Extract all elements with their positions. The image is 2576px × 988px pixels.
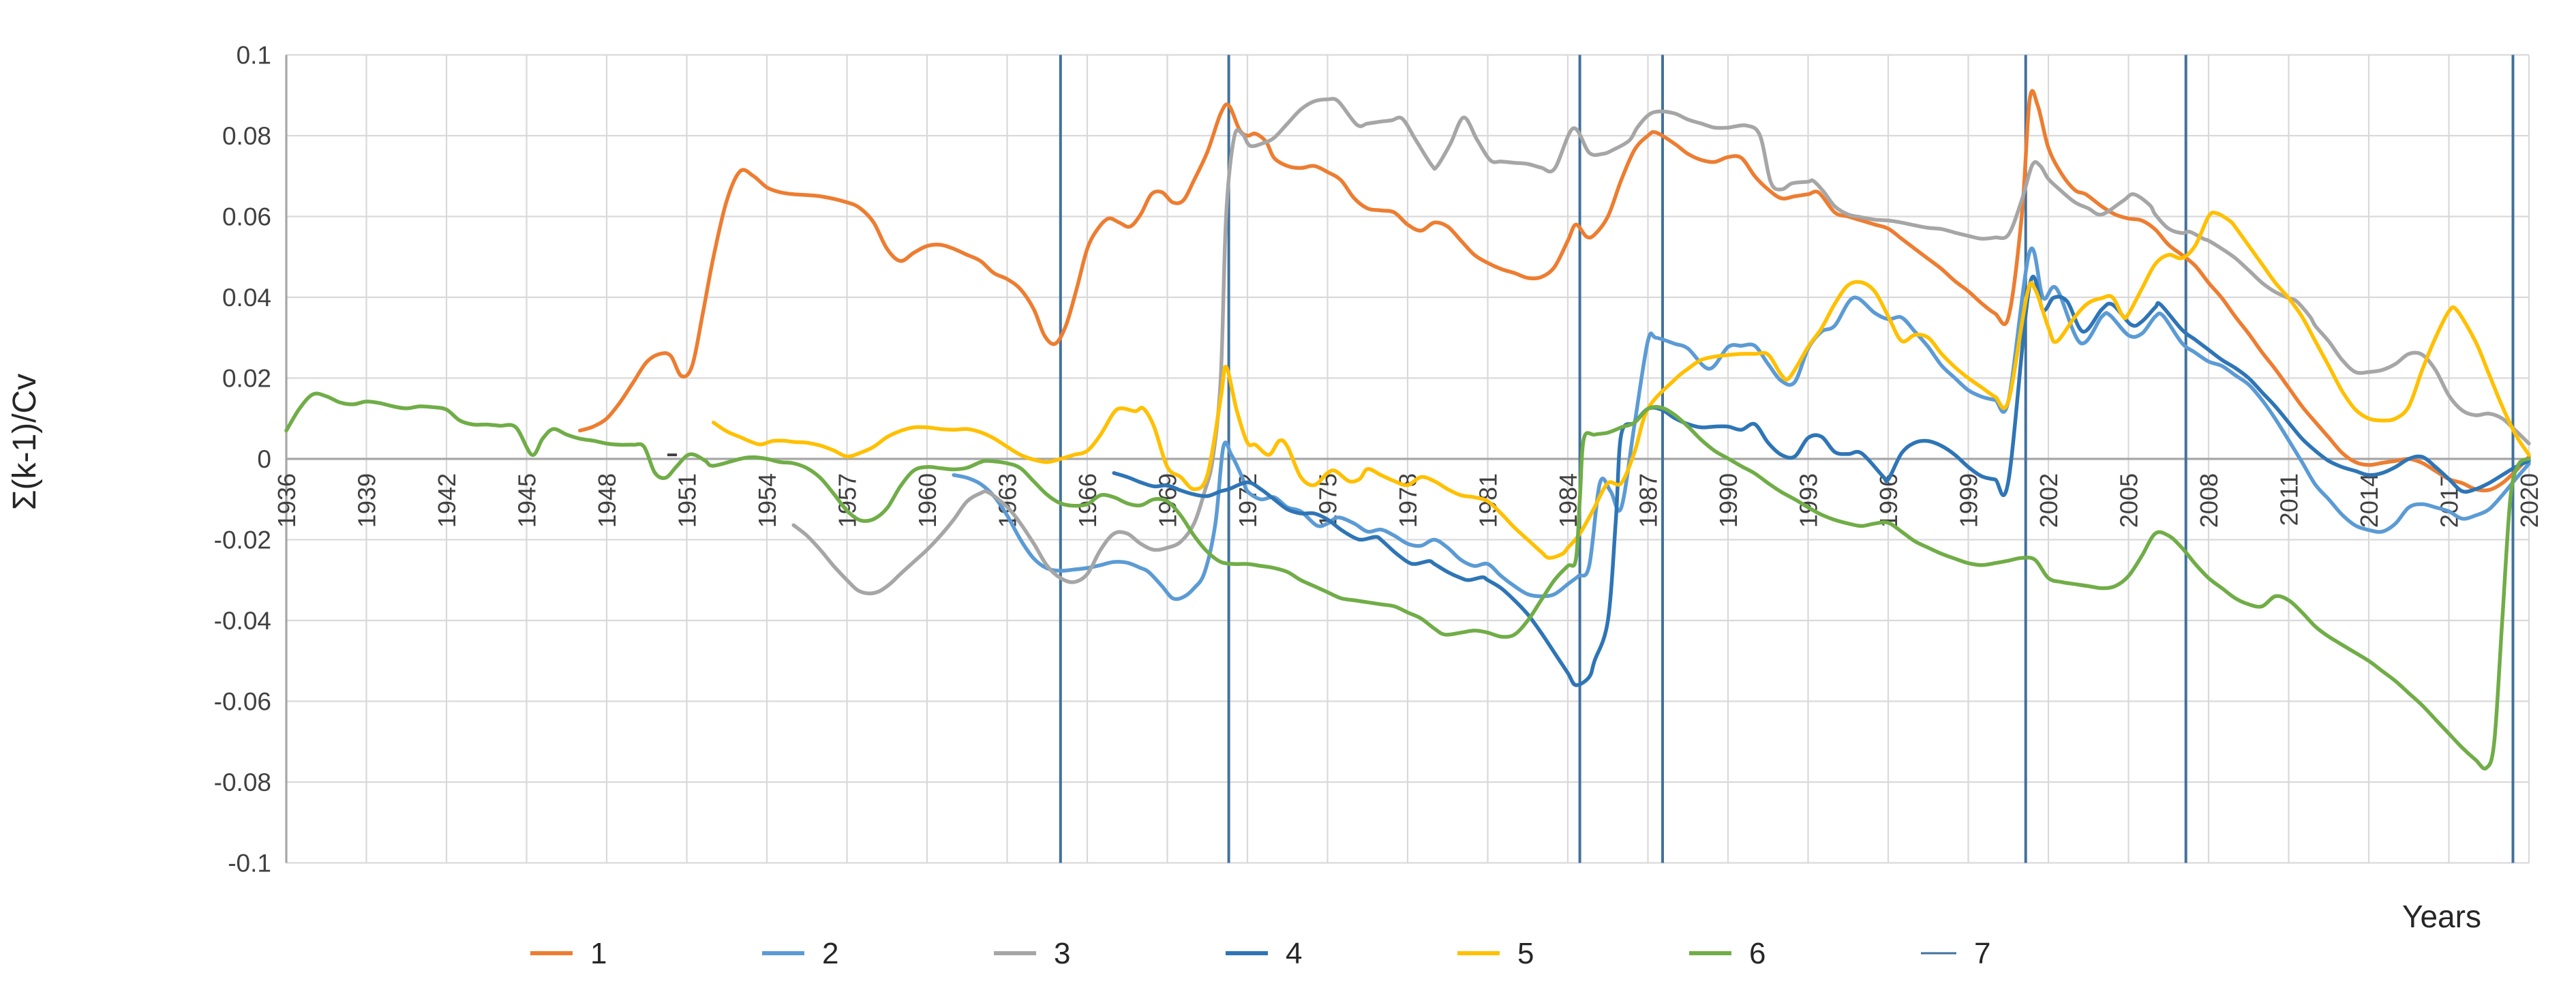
x-tick-label: 1939 bbox=[353, 473, 381, 528]
y-tick-label: 0.04 bbox=[222, 284, 271, 312]
legend-label-2: 2 bbox=[822, 937, 838, 970]
y-tick-label: -0.02 bbox=[214, 526, 271, 554]
x-tick-label: 1987 bbox=[1635, 473, 1663, 528]
y-axis-title: Σ(k-1)/Cv bbox=[7, 374, 43, 510]
x-tick-label: 1954 bbox=[753, 473, 781, 528]
x-tick-label: 1948 bbox=[593, 473, 621, 528]
x-tick-label: 2014 bbox=[2355, 473, 2383, 528]
series-6-line bbox=[284, 391, 2531, 771]
y-tick-label: 0.02 bbox=[222, 365, 271, 393]
series-2-line bbox=[952, 246, 2531, 601]
x-tick-label: 2002 bbox=[2035, 473, 2063, 528]
y-tick-label: -0.1 bbox=[228, 850, 271, 878]
legend-label-3: 3 bbox=[1054, 937, 1070, 970]
x-tick-label: 1996 bbox=[1875, 473, 1903, 528]
legend-label-6: 6 bbox=[1749, 937, 1766, 970]
x-tick-label: 2005 bbox=[2115, 473, 2143, 528]
y-tick-label: 0.06 bbox=[222, 203, 271, 231]
x-tick-label: 1951 bbox=[673, 473, 701, 528]
stray-dash bbox=[667, 453, 677, 457]
x-tick-label: 1942 bbox=[433, 473, 461, 528]
y-tick-label: -0.06 bbox=[214, 688, 271, 716]
legend-label-5: 5 bbox=[1517, 937, 1534, 970]
x-tick-label: 1966 bbox=[1074, 473, 1102, 528]
y-tick-label: -0.04 bbox=[214, 607, 271, 635]
x-tick-label: 2008 bbox=[2195, 473, 2223, 528]
x-tick-label: 1990 bbox=[1714, 473, 1742, 528]
x-tick-label: 2011 bbox=[2275, 473, 2303, 526]
series-5-line bbox=[711, 210, 2531, 560]
legend-label-7: 7 bbox=[1974, 937, 1990, 970]
y-tick-label: -0.08 bbox=[214, 768, 271, 796]
y-tick-label: 0.08 bbox=[222, 122, 271, 150]
x-tick-label: 1960 bbox=[913, 473, 941, 528]
legend-label-4: 4 bbox=[1286, 937, 1302, 970]
x-tick-label: 1999 bbox=[1955, 473, 1983, 528]
series-4-line bbox=[1112, 275, 2531, 687]
series-3-line bbox=[791, 97, 2531, 596]
series-1-line bbox=[578, 89, 2531, 493]
y-tick-label: 0 bbox=[257, 445, 271, 473]
x-tick-label: 1945 bbox=[513, 473, 541, 528]
x-tick-label: 1936 bbox=[273, 473, 301, 528]
x-axis-title: Years bbox=[2402, 899, 2481, 934]
y-tick-label: 0.1 bbox=[237, 42, 271, 70]
legend-label-1: 1 bbox=[590, 937, 607, 970]
x-tick-label: 2020 bbox=[2515, 473, 2543, 528]
